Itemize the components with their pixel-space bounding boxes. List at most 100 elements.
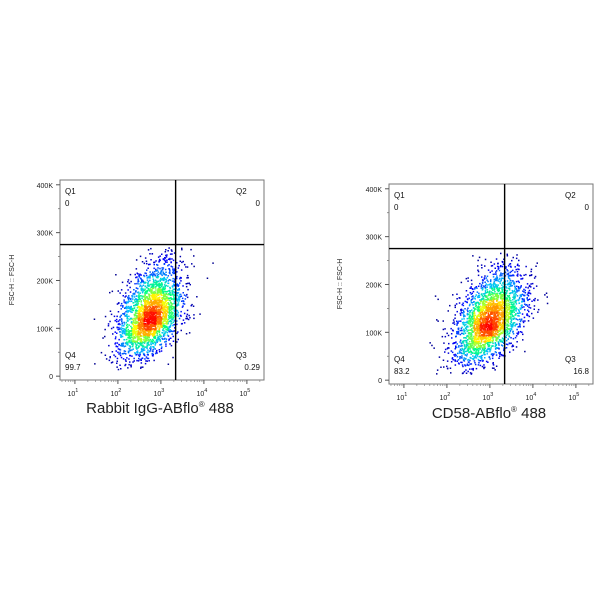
event-dot	[149, 297, 152, 299]
event-dot	[137, 300, 139, 302]
event-dot	[186, 309, 189, 312]
event-dot	[511, 345, 513, 348]
event-dot	[161, 322, 163, 325]
event-dot	[153, 359, 155, 362]
event-dot	[512, 256, 514, 259]
event-dot	[499, 303, 502, 306]
event-dot	[500, 331, 502, 334]
event-dot	[174, 294, 176, 296]
event-dot	[152, 315, 155, 318]
event-dot	[533, 299, 536, 302]
event-dot	[153, 336, 155, 338]
event-dot	[501, 305, 503, 307]
event-dot	[145, 272, 147, 275]
event-dot	[134, 317, 137, 319]
event-dot	[470, 363, 473, 365]
event-dot	[139, 359, 141, 361]
event-dot	[484, 335, 486, 338]
event-dot	[126, 331, 128, 333]
event-dot	[518, 312, 521, 314]
event-dot	[173, 309, 175, 311]
event-dot	[504, 271, 507, 274]
event-dot	[490, 291, 493, 293]
event-dot	[491, 316, 494, 319]
event-dot	[112, 333, 114, 335]
event-dot	[545, 292, 548, 294]
event-dot	[171, 250, 173, 252]
event-dot	[119, 331, 121, 333]
event-dot	[525, 304, 527, 306]
event-dot	[131, 296, 134, 298]
event-dot	[505, 336, 507, 339]
event-dot	[159, 340, 162, 342]
event-dot	[507, 274, 510, 276]
event-dot	[507, 321, 510, 324]
event-dot	[533, 277, 536, 279]
event-dot	[485, 349, 488, 352]
event-dot	[522, 333, 524, 336]
event-dot	[179, 276, 182, 279]
event-dot	[490, 347, 492, 349]
event-dot	[491, 353, 493, 355]
event-dot	[496, 312, 498, 314]
event-dot	[504, 329, 507, 331]
event-dot	[514, 295, 517, 297]
event-dot	[458, 302, 461, 304]
event-dot	[150, 343, 153, 346]
event-dot	[139, 310, 142, 313]
event-dot	[125, 310, 127, 313]
event-dot	[117, 323, 120, 326]
event-dot	[159, 286, 162, 289]
event-dot	[458, 320, 460, 322]
event-dot	[482, 301, 484, 303]
event-dot	[481, 321, 484, 324]
event-dot	[514, 292, 516, 294]
event-dot	[490, 336, 492, 338]
event-dot	[138, 305, 141, 308]
event-dot	[176, 284, 178, 287]
event-dot	[484, 288, 487, 290]
event-dot	[150, 286, 152, 288]
event-dot	[139, 274, 141, 276]
event-dot	[506, 280, 509, 282]
event-dot	[170, 337, 172, 339]
event-dot	[503, 349, 505, 352]
event-dot	[150, 259, 152, 261]
event-dot	[475, 320, 477, 322]
event-dot	[461, 361, 463, 364]
event-dot	[473, 297, 475, 299]
event-dot	[164, 320, 166, 322]
event-dot	[502, 311, 504, 313]
event-dot	[159, 291, 162, 294]
event-dot	[179, 260, 181, 262]
event-dot	[460, 281, 463, 284]
event-dot	[481, 331, 483, 333]
event-dot	[485, 360, 488, 363]
event-dot	[154, 344, 156, 346]
event-dot	[173, 288, 176, 290]
event-dot	[463, 352, 465, 355]
event-dot	[164, 251, 167, 253]
event-dot	[460, 361, 462, 364]
event-dot	[163, 284, 166, 286]
event-dot	[166, 331, 168, 334]
event-dot	[135, 301, 138, 303]
event-dot	[469, 310, 472, 313]
event-dot	[530, 270, 532, 273]
event-dot	[508, 285, 511, 288]
event-dot	[498, 336, 500, 338]
event-dot	[494, 332, 497, 334]
event-dot	[128, 305, 130, 308]
event-dot	[142, 335, 145, 337]
event-dot	[471, 302, 473, 304]
event-dot	[504, 318, 507, 321]
event-dot	[495, 336, 497, 338]
event-dot	[142, 325, 145, 327]
event-dot	[461, 340, 464, 343]
event-dot	[137, 334, 139, 336]
event-dot	[478, 292, 480, 295]
event-dot	[494, 314, 497, 316]
event-dot	[160, 343, 163, 345]
event-dot	[138, 328, 141, 330]
event-dot	[477, 351, 479, 353]
